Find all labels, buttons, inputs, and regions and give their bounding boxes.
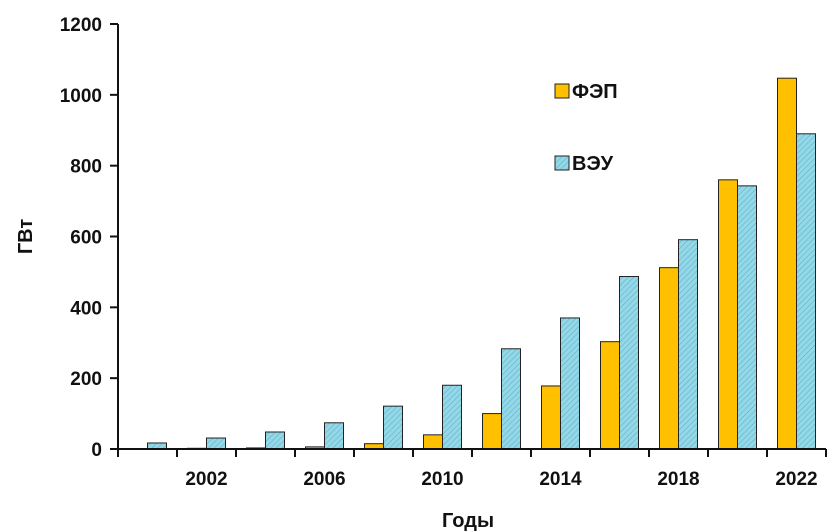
x-tick-label-2022: 2022: [775, 469, 817, 490]
y-tick-label-0: 0: [91, 440, 102, 461]
x-tick-label-2018: 2018: [657, 469, 699, 490]
x-tick-label-2014: 2014: [539, 469, 582, 490]
bar-fep-2016: [600, 341, 620, 450]
bar-fep-2012: [482, 413, 502, 450]
legend-label-veu: ВЭУ: [572, 153, 614, 175]
y-tick-label-200: 200: [70, 369, 102, 390]
x-tick-label-2006: 2006: [303, 469, 345, 490]
bar-veu-2006: [324, 422, 344, 450]
bar-veu-2004: [265, 431, 285, 450]
bar-veu-2012: [501, 348, 521, 450]
bar-fep-2014: [541, 385, 561, 450]
bar-veu-2016: [619, 276, 639, 450]
bar-fep-2022: [777, 77, 797, 450]
y-axis-title: ГВт: [15, 219, 37, 255]
x-tick-label-2010: 2010: [421, 469, 463, 490]
x-tick-label-2002: 2002: [185, 469, 227, 490]
bar-veu-2010: [442, 384, 462, 450]
bar-fep-2018: [659, 267, 679, 450]
bar-fep-2010: [423, 434, 443, 450]
legend-swatch-fep: [554, 83, 570, 99]
x-axis-title: Годы: [442, 510, 494, 532]
legend-label-fep: ФЭП: [572, 81, 618, 103]
y-tick-label-1000: 1000: [60, 86, 102, 107]
y-tick-label-400: 400: [70, 298, 102, 319]
legend: ФЭП ВЭУ: [554, 81, 618, 175]
bar-veu-2008: [383, 405, 403, 450]
bars-group: [128, 77, 816, 450]
y-tick-label-1200: 1200: [60, 15, 102, 36]
y-tick-label-800: 800: [70, 157, 102, 178]
y-tick-label-600: 600: [70, 228, 102, 249]
bar-veu-2020: [737, 185, 757, 450]
axes-group: 0 200 400 600 800 1000 1200 2002 2006 2010 2014 201…: [60, 15, 827, 490]
bar-veu-2014: [560, 317, 580, 450]
bar-fep-2020: [718, 179, 738, 450]
bar-veu-2018: [678, 239, 698, 450]
bar-veu-2002: [206, 437, 226, 450]
bar-veu-2022: [796, 133, 816, 450]
legend-swatch-veu: [554, 155, 570, 171]
